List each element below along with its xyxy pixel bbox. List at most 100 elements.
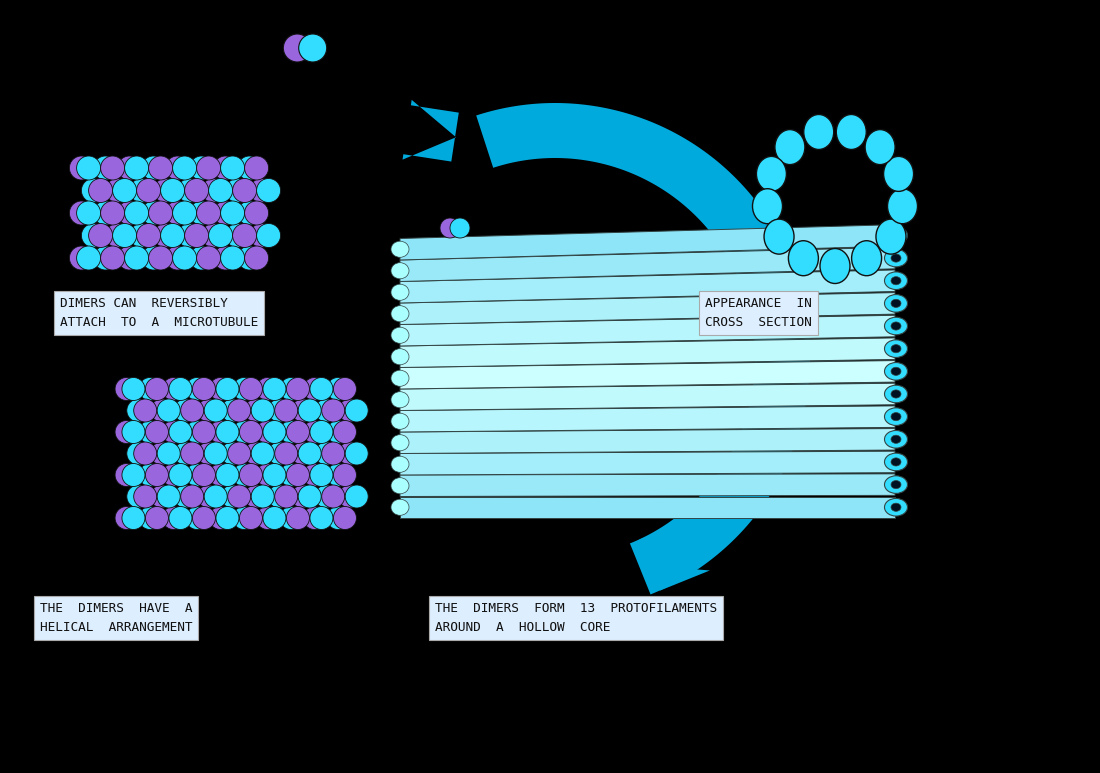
Circle shape [185, 179, 209, 203]
Circle shape [197, 201, 221, 225]
Circle shape [77, 201, 100, 225]
Circle shape [238, 156, 262, 180]
Circle shape [118, 246, 142, 270]
Ellipse shape [884, 363, 908, 380]
Circle shape [116, 464, 139, 486]
Circle shape [145, 506, 168, 530]
Circle shape [213, 201, 238, 225]
Ellipse shape [752, 189, 782, 223]
Circle shape [302, 421, 326, 444]
Circle shape [153, 179, 177, 203]
Circle shape [216, 377, 239, 400]
Circle shape [122, 464, 145, 486]
Circle shape [209, 421, 232, 444]
Circle shape [240, 464, 263, 486]
Ellipse shape [891, 390, 901, 398]
Circle shape [275, 442, 298, 465]
Circle shape [142, 201, 165, 225]
Circle shape [106, 179, 130, 203]
Polygon shape [400, 338, 895, 367]
Circle shape [209, 377, 232, 400]
Ellipse shape [884, 385, 908, 403]
Circle shape [244, 442, 267, 465]
Ellipse shape [390, 284, 409, 301]
Circle shape [197, 442, 220, 465]
Ellipse shape [884, 226, 908, 244]
Circle shape [333, 464, 356, 486]
Ellipse shape [891, 458, 901, 466]
Circle shape [302, 506, 326, 530]
Circle shape [69, 246, 94, 270]
Circle shape [244, 399, 267, 422]
Circle shape [286, 377, 309, 400]
Circle shape [263, 377, 286, 400]
Ellipse shape [884, 249, 908, 267]
Circle shape [162, 377, 185, 400]
Circle shape [263, 421, 286, 444]
Circle shape [112, 179, 136, 203]
Circle shape [279, 421, 302, 444]
Circle shape [112, 223, 136, 247]
Circle shape [165, 156, 189, 180]
Circle shape [256, 377, 279, 400]
Circle shape [69, 201, 94, 225]
Circle shape [345, 485, 368, 508]
Ellipse shape [390, 434, 409, 451]
Circle shape [251, 442, 274, 465]
Ellipse shape [891, 481, 901, 489]
Circle shape [213, 156, 238, 180]
Circle shape [201, 179, 225, 203]
Circle shape [145, 464, 168, 486]
Ellipse shape [390, 456, 409, 472]
Circle shape [157, 399, 180, 422]
Circle shape [157, 442, 180, 465]
Ellipse shape [884, 499, 908, 516]
Circle shape [240, 506, 263, 530]
Ellipse shape [891, 413, 901, 421]
Circle shape [315, 399, 338, 422]
Circle shape [333, 377, 356, 400]
Circle shape [256, 179, 280, 203]
Circle shape [94, 156, 118, 180]
Circle shape [267, 399, 290, 422]
Circle shape [161, 179, 185, 203]
Circle shape [134, 399, 156, 422]
Circle shape [197, 485, 220, 508]
Polygon shape [400, 406, 895, 432]
Circle shape [221, 246, 244, 270]
Ellipse shape [789, 240, 818, 276]
Ellipse shape [888, 189, 917, 223]
Ellipse shape [764, 219, 794, 254]
Circle shape [81, 223, 106, 247]
Circle shape [286, 464, 309, 486]
Circle shape [209, 506, 232, 530]
Circle shape [169, 377, 192, 400]
Text: THE  DIMERS  HAVE  A
HELICAL  ARRANGEMENT: THE DIMERS HAVE A HELICAL ARRANGEMENT [40, 601, 192, 635]
Circle shape [345, 399, 368, 422]
Circle shape [124, 201, 148, 225]
Circle shape [169, 506, 192, 530]
Ellipse shape [390, 499, 409, 516]
Circle shape [267, 485, 290, 508]
Ellipse shape [804, 114, 834, 149]
Circle shape [251, 399, 274, 422]
Circle shape [310, 377, 333, 400]
Circle shape [302, 377, 326, 400]
Circle shape [122, 377, 145, 400]
Ellipse shape [884, 408, 908, 425]
Ellipse shape [390, 478, 409, 494]
Circle shape [292, 399, 315, 422]
Circle shape [165, 201, 189, 225]
Circle shape [162, 464, 185, 486]
Circle shape [151, 399, 174, 422]
Ellipse shape [851, 240, 881, 276]
Circle shape [186, 506, 209, 530]
Circle shape [197, 156, 221, 180]
Ellipse shape [884, 453, 908, 471]
Ellipse shape [390, 392, 409, 408]
Circle shape [232, 421, 255, 444]
Text: DIMERS CAN  REVERSIBLY
ATTACH  TO  A  MICROTUBULE: DIMERS CAN REVERSIBLY ATTACH TO A MICROT… [60, 297, 258, 329]
Circle shape [116, 506, 139, 530]
Circle shape [221, 442, 244, 465]
Circle shape [118, 156, 142, 180]
